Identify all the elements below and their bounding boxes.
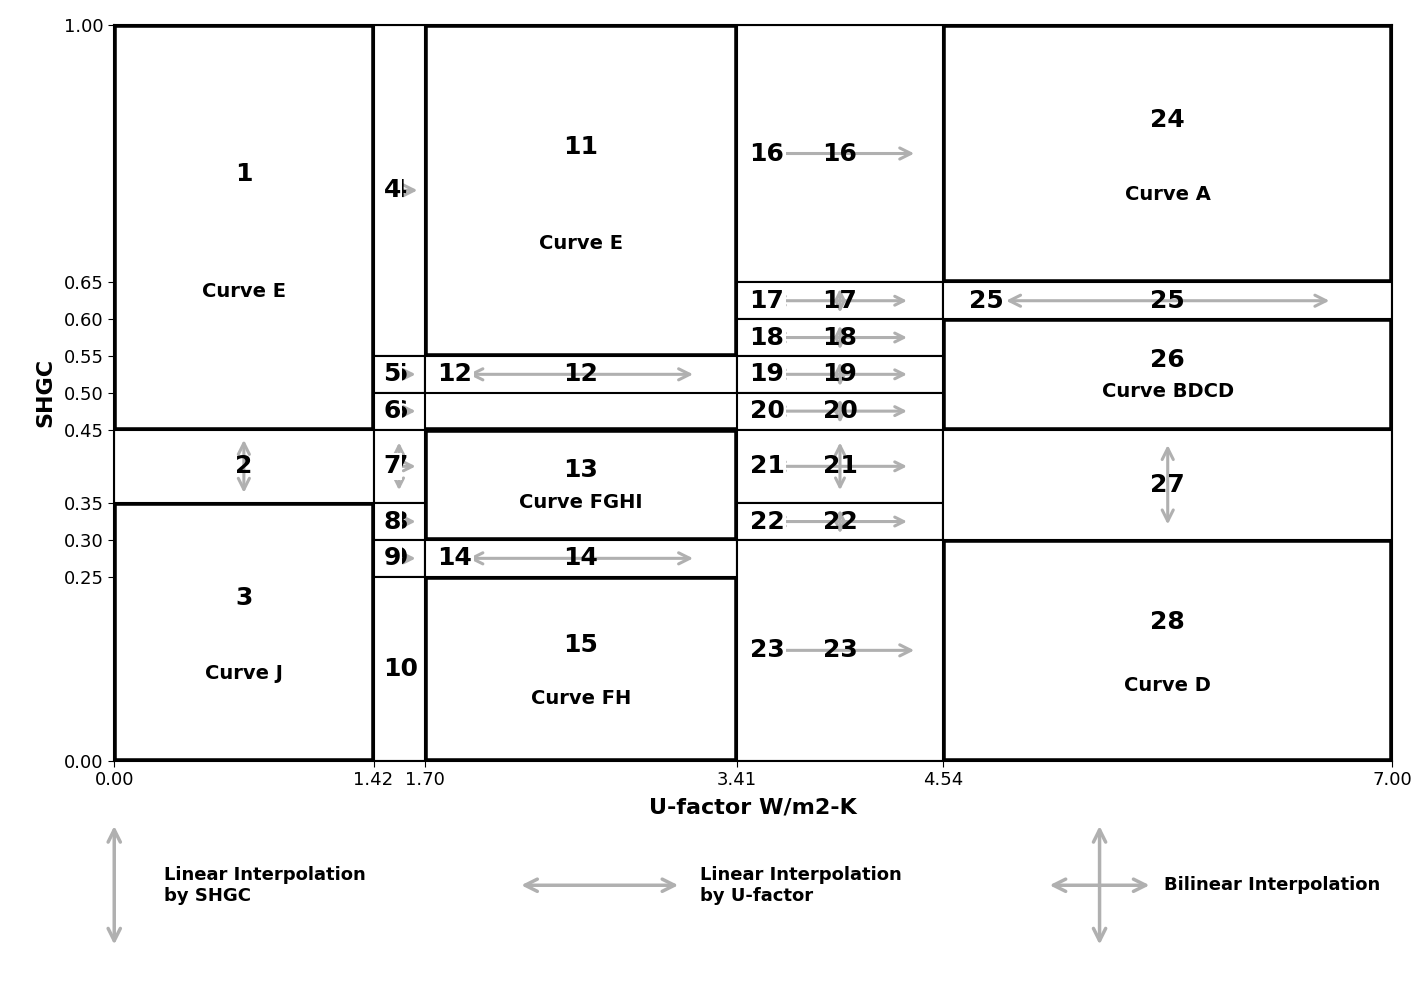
Bar (114, 503, 374, 761)
Text: 8: 8 (384, 510, 401, 534)
Bar (374, 430, 424, 503)
Text: 22: 22 (823, 510, 857, 534)
Text: 25: 25 (1151, 288, 1185, 313)
Text: 19: 19 (823, 363, 857, 386)
Text: 9: 9 (384, 546, 401, 570)
Text: 23: 23 (750, 638, 784, 662)
Text: 18: 18 (823, 325, 857, 350)
Text: Curve BDCD: Curve BDCD (1101, 382, 1234, 401)
Bar (942, 283, 1392, 319)
Text: 22: 22 (750, 510, 784, 534)
Bar (737, 393, 942, 430)
Text: 1: 1 (236, 162, 253, 187)
Bar (374, 577, 424, 761)
Text: 6: 6 (384, 399, 401, 423)
Text: 20: 20 (750, 399, 784, 423)
Text: Linear Interpolation
by SHGC: Linear Interpolation by SHGC (164, 865, 366, 905)
Text: 10: 10 (381, 657, 417, 681)
Text: Curve E: Curve E (538, 234, 623, 253)
Text: 8: 8 (390, 510, 408, 534)
Text: 28: 28 (1151, 610, 1185, 633)
X-axis label: U-factor W/m2-K: U-factor W/m2-K (650, 797, 857, 817)
Bar (374, 540, 424, 577)
Bar (424, 430, 737, 540)
Bar (424, 577, 737, 761)
Text: 15: 15 (563, 633, 598, 657)
Text: Curve J: Curve J (206, 664, 283, 683)
Bar (424, 25, 737, 356)
Text: 9: 9 (390, 546, 408, 570)
Bar (942, 319, 1392, 430)
Text: Curve FH: Curve FH (531, 689, 631, 707)
Text: 17: 17 (823, 288, 857, 313)
Text: 13: 13 (563, 458, 598, 482)
Text: 21: 21 (750, 454, 784, 478)
Text: 19: 19 (750, 363, 784, 386)
Bar (737, 283, 942, 319)
Text: 25: 25 (968, 288, 1004, 313)
Bar (737, 503, 942, 540)
Bar (737, 540, 942, 761)
Y-axis label: SHGC: SHGC (36, 359, 56, 427)
Text: Curve D: Curve D (1124, 676, 1211, 696)
Text: 12: 12 (437, 363, 473, 386)
Bar (942, 540, 1392, 761)
Bar (374, 393, 424, 430)
Text: 5: 5 (390, 363, 408, 386)
Text: Curve E: Curve E (201, 283, 286, 301)
Bar (737, 430, 942, 503)
Text: 21: 21 (823, 454, 857, 478)
Text: Linear Interpolation
by U-factor: Linear Interpolation by U-factor (700, 865, 901, 905)
Text: Curve A: Curve A (1125, 185, 1211, 205)
Bar (737, 319, 942, 356)
Text: 11: 11 (563, 135, 598, 159)
Text: 20: 20 (823, 399, 857, 423)
Text: 16: 16 (823, 141, 857, 166)
Text: 5: 5 (384, 363, 401, 386)
Bar (942, 430, 1392, 540)
Text: 7: 7 (390, 454, 408, 478)
Text: 27: 27 (1151, 472, 1185, 497)
Text: 2: 2 (236, 454, 253, 478)
Bar (114, 25, 374, 430)
Text: 10: 10 (384, 657, 418, 681)
Bar (424, 356, 737, 393)
Text: 4: 4 (384, 178, 401, 203)
Text: 7: 7 (384, 454, 401, 478)
Bar (374, 25, 424, 356)
Text: 18: 18 (750, 325, 784, 350)
Text: 4: 4 (390, 178, 408, 203)
Text: 24: 24 (1151, 108, 1185, 132)
Text: Curve FGHI: Curve FGHI (518, 493, 643, 512)
Text: 14: 14 (563, 546, 598, 570)
Bar (114, 430, 374, 503)
Text: 17: 17 (750, 288, 784, 313)
Text: 12: 12 (563, 363, 598, 386)
Bar (737, 356, 942, 393)
Text: 16: 16 (750, 141, 784, 166)
Text: 6: 6 (390, 399, 408, 423)
Bar (374, 503, 424, 540)
Text: 14: 14 (437, 546, 473, 570)
Text: Bilinear Interpolation: Bilinear Interpolation (1164, 876, 1379, 894)
Bar (374, 356, 424, 393)
Bar (942, 25, 1392, 283)
Bar (424, 540, 737, 577)
Text: 23: 23 (823, 638, 857, 662)
Text: 26: 26 (1151, 348, 1185, 371)
Bar (737, 25, 942, 283)
Text: 3: 3 (236, 587, 253, 611)
